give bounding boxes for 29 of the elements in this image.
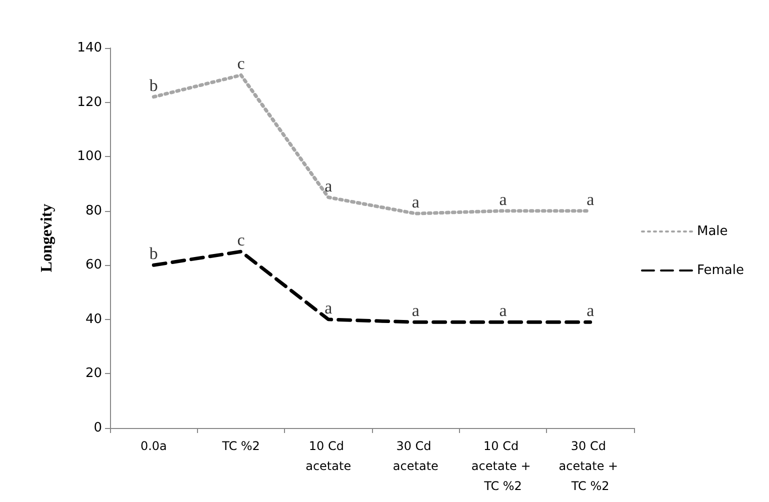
- annotation: a: [324, 176, 333, 196]
- y-tick-label: 120: [77, 94, 102, 110]
- y-tick-label: 20: [85, 366, 102, 382]
- annotation: c: [237, 230, 246, 250]
- y-axis-title: Longevity: [38, 204, 56, 272]
- y-tick-label: 40: [85, 312, 102, 327]
- annotation: a: [586, 190, 595, 209]
- y-tick-label: 140: [77, 40, 102, 56]
- y-tick-label: 80: [85, 203, 102, 218]
- y-tick-label: 60: [85, 258, 102, 273]
- annotation: b: [149, 244, 158, 264]
- y-tick-label: 100: [77, 149, 102, 164]
- x-tick-label: 0.0a: [140, 439, 167, 453]
- annotation: c: [237, 54, 246, 74]
- x-tick-label: 10 Cd acetate: [306, 439, 352, 473]
- annotation: a: [499, 190, 508, 209]
- x-tick-label: TC %2: [221, 439, 260, 453]
- x-tick-label: 30 Cd acetate: [392, 439, 438, 473]
- annotation: a: [324, 298, 333, 318]
- y-tick-label: 0: [94, 420, 102, 436]
- annotation: a: [412, 301, 420, 320]
- annotation: b: [149, 76, 158, 95]
- legend-label: Female: [696, 263, 744, 278]
- annotation: a: [499, 301, 508, 320]
- x-tick-label: 30 Cd acetate + TC %2: [558, 439, 622, 493]
- annotation: a: [586, 301, 595, 320]
- x-tick-label: 10 Cd acetate + TC %2: [471, 439, 535, 493]
- annotation: a: [412, 192, 420, 212]
- legend-label: Male: [696, 224, 728, 239]
